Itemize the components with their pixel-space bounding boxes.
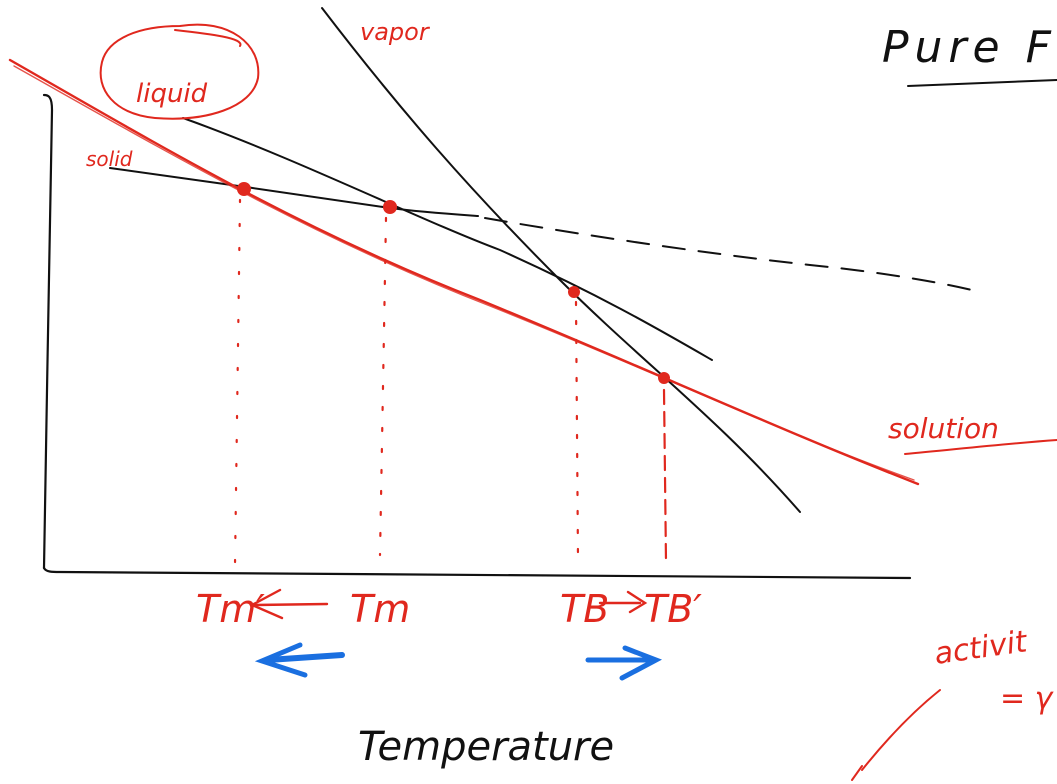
- title-underline: [907, 79, 1057, 87]
- liquid-label-circle: [99, 23, 260, 120]
- solution-curve-trace: [13, 65, 915, 481]
- liquid-curve: [182, 117, 713, 361]
- checkmark-icon: [851, 689, 941, 781]
- solid-curve-extension-dashed: [484, 217, 981, 293]
- dropline-tm-prime: [233, 198, 242, 567]
- page-title: Pure Fl: [882, 22, 1057, 73]
- label-solid: solid: [86, 147, 133, 171]
- label-vapor: vapor: [360, 18, 431, 46]
- point-tb: [568, 286, 580, 298]
- dropline-tb-prime: [662, 388, 668, 564]
- arrow-tm-to-tm-prime: [249, 588, 329, 620]
- point-tm: [383, 200, 397, 214]
- solution-label-underline: [904, 439, 1057, 455]
- blue-arrow-left: [254, 642, 345, 678]
- x-axis-label: Temperature: [358, 724, 614, 770]
- label-tb: TB: [560, 587, 609, 631]
- solid-curve: [109, 167, 479, 217]
- dropline-tm: [378, 216, 388, 557]
- blue-arrow-right: [585, 645, 663, 681]
- x-axis: [42, 566, 912, 580]
- label-activity: activit: [932, 624, 1030, 672]
- point-tb-prime: [658, 372, 670, 384]
- label-tm-prime: Tm′: [196, 587, 265, 631]
- label-tb-prime: TB′: [644, 587, 702, 631]
- solution-curve: [8, 58, 920, 486]
- y-axis: [42, 93, 54, 570]
- label-tm: Tm: [350, 587, 410, 631]
- label-solution: solution: [888, 412, 999, 445]
- arrow-tb-to-tb-prime: [598, 590, 648, 614]
- point-tm-prime: [237, 182, 251, 196]
- label-liquid: liquid: [136, 79, 208, 109]
- vapor-curve: [321, 7, 801, 513]
- label-activity-gamma: = γ: [1000, 681, 1055, 716]
